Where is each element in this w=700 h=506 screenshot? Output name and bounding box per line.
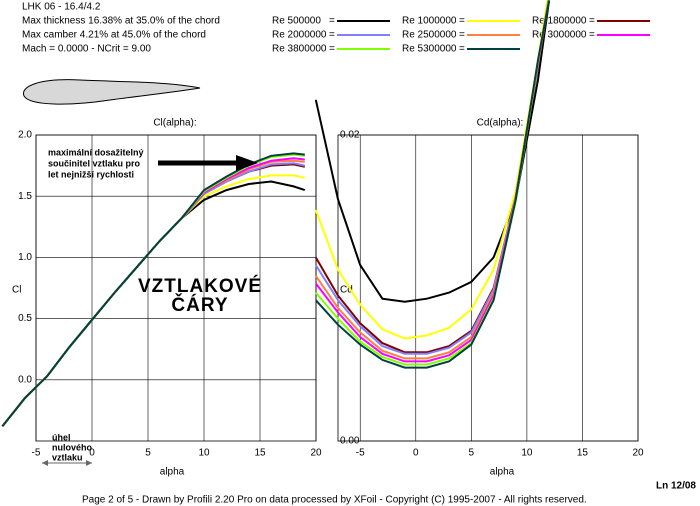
y-axis-label: Cd <box>340 285 353 296</box>
annotation: vztlaku <box>52 452 83 462</box>
y-tick-label: 2.0 <box>18 130 32 141</box>
plot-frame <box>337 134 639 442</box>
legend-entry: Re 3000000 = <box>532 30 650 41</box>
annotation-big: VZTLAKOVÉ <box>138 275 262 297</box>
legend-suffix: = <box>329 44 335 55</box>
y-tick-label: 0.02 <box>340 130 360 141</box>
chart-title: Cd(alpha): <box>477 118 524 129</box>
legend-label: Re 500000 <box>272 16 321 27</box>
x-tick-label: 0 <box>413 448 419 459</box>
x-tick-label: 10 <box>198 448 210 459</box>
x-tick-label: -5 <box>356 448 365 459</box>
legend-label: Re 2500000 <box>402 30 457 41</box>
header-title: LHK 06 - 16.4/4.2 <box>22 2 101 13</box>
legend-entry: Re 1800000 = <box>532 16 650 27</box>
x-tick-label: 5 <box>469 448 475 459</box>
x-tick-label: -5 <box>32 448 41 459</box>
annotation: součinitel vztlaku pro <box>48 158 141 168</box>
x-tick-label: 15 <box>577 448 589 459</box>
header-line: Max camber 4.21% at 45.0% of the chord <box>22 30 206 41</box>
annotation: let nejnižší rychlosti <box>48 169 134 179</box>
chart-title: Cl(alpha): <box>153 118 196 129</box>
airfoil <box>23 79 201 105</box>
legend-entry: Re 2500000 = <box>402 30 520 41</box>
chart: -5 0 5 10 15 20 0.0 0.5 1.0 1.5 2.0 Cl(alpha): alpha… <box>1 118 322 478</box>
x-axis-label: alpha <box>160 467 185 478</box>
series-line <box>315 0 550 366</box>
legend-label: Re 2000000 <box>272 30 327 41</box>
y-tick-label: 0.5 <box>18 313 32 324</box>
footer: Page 2 of 5 - Drawn by Profili 2.20 Pro … <box>82 495 587 506</box>
legend-label: Re 1000000 <box>402 16 457 27</box>
legend-label: Re 3800000 <box>272 44 327 55</box>
legend-suffix: = <box>459 16 465 27</box>
legend-label: Re 3000000 <box>532 30 587 41</box>
y-tick-label: 0.00 <box>340 436 360 447</box>
legend-suffix: = <box>589 16 595 27</box>
y-tick-label: 0.0 <box>18 374 32 385</box>
annotation-big: ČÁRY <box>171 294 228 316</box>
legend-entry: Re 5300000 = <box>402 44 520 55</box>
x-axis-label: alpha <box>490 467 515 478</box>
series-line <box>1 174 306 427</box>
header-line: Max thickness 16.38% at 35.0% of the cho… <box>22 16 220 27</box>
legend-entry: Re 3800000 = <box>272 44 390 55</box>
angle-marker <box>42 460 48 466</box>
series-line <box>315 0 551 369</box>
annotation: maximální dosažitelný <box>48 147 144 157</box>
annotation: nulového <box>52 442 93 452</box>
x-tick-label: 20 <box>310 448 322 459</box>
arrow-head <box>236 155 258 171</box>
angle-marker <box>86 460 92 466</box>
legend-entry: Re 500000 = <box>272 16 390 27</box>
x-tick-label: 15 <box>254 448 266 459</box>
legend-entry: Re 2000000 = <box>272 30 390 41</box>
legend-suffix: = <box>329 16 335 27</box>
y-axis-label: Cl <box>12 285 21 296</box>
legend: Re 500000 = Re 1000000 = Re 1800000 =Re 20000… <box>272 16 650 55</box>
x-tick-label: 20 <box>632 448 644 459</box>
legend-suffix: = <box>459 30 465 41</box>
annotations: maximální dosažitelný součinitel vztlaku… <box>42 147 262 466</box>
annotation: úhel <box>52 432 71 442</box>
legend-entry: Re 1000000 = <box>402 16 520 27</box>
footer-corner: Ln 12/08 <box>656 481 696 492</box>
legend-label: Re 1800000 <box>532 16 587 27</box>
x-tick-label: 10 <box>521 448 533 459</box>
chart: -5 0 5 10 15 20 0.00 0.02 Cd(alpha): alpha Cd <box>314 0 644 478</box>
header-line: Mach = 0.0000 - NCrit = 9.00 <box>22 44 151 55</box>
legend-label: Re 5300000 <box>402 44 457 55</box>
legend-suffix: = <box>589 30 595 41</box>
series-line <box>1 152 305 427</box>
legend-suffix: = <box>459 44 465 55</box>
series-line <box>1 180 306 427</box>
legend-suffix: = <box>329 30 335 41</box>
y-tick-label: 1.0 <box>18 252 32 263</box>
charts: -5 0 5 10 15 20 0.0 0.5 1.0 1.5 2.0 Cl(alpha): alpha… <box>1 0 644 478</box>
x-tick-label: 5 <box>145 448 151 459</box>
x-tick-label: 0 <box>89 448 95 459</box>
y-tick-label: 1.5 <box>18 191 32 202</box>
